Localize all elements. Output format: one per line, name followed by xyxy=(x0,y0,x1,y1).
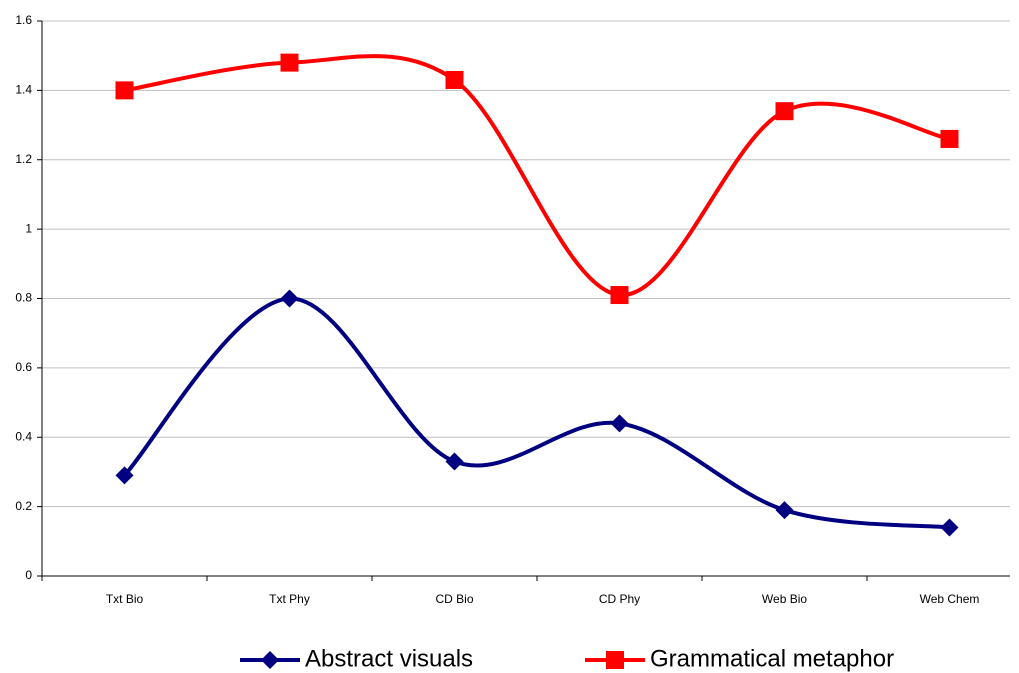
x-tick-label: Web Chem xyxy=(920,592,980,606)
y-tick-label: 1.2 xyxy=(15,152,32,166)
data-point xyxy=(280,289,299,308)
y-tick-label: 1.4 xyxy=(15,83,32,97)
y-tick-label: 0.8 xyxy=(15,291,32,305)
data-point xyxy=(280,53,299,72)
x-tick-label: Txt Bio xyxy=(106,592,144,606)
legend-label: Abstract visuals xyxy=(305,645,473,672)
y-tick-label: 1.6 xyxy=(15,13,32,27)
y-tick-label: 1 xyxy=(25,221,32,235)
legend-marker xyxy=(261,651,279,669)
data-point xyxy=(445,70,464,89)
data-point xyxy=(610,414,629,433)
data-point xyxy=(115,81,134,100)
data-point xyxy=(445,452,464,471)
legend-marker xyxy=(606,651,624,669)
y-tick-label: 0.4 xyxy=(15,429,32,443)
data-point xyxy=(775,102,794,121)
x-tick-label: CD Bio xyxy=(435,592,473,606)
data-point xyxy=(940,129,959,148)
x-tick-label: Web Bio xyxy=(762,592,807,606)
x-tick-label: Txt Phy xyxy=(269,592,310,606)
data-point xyxy=(775,501,794,520)
y-tick-label: 0.2 xyxy=(15,499,32,513)
series-line xyxy=(124,54,950,298)
data-point xyxy=(610,286,629,305)
y-tick-label: 0.6 xyxy=(15,360,32,374)
data-point xyxy=(940,518,959,537)
y-tick-label: 0 xyxy=(25,568,32,582)
data-point xyxy=(115,466,134,485)
x-tick-label: CD Phy xyxy=(599,592,640,606)
legend-label: Grammatical metaphor xyxy=(650,645,894,672)
series-line xyxy=(123,296,950,530)
